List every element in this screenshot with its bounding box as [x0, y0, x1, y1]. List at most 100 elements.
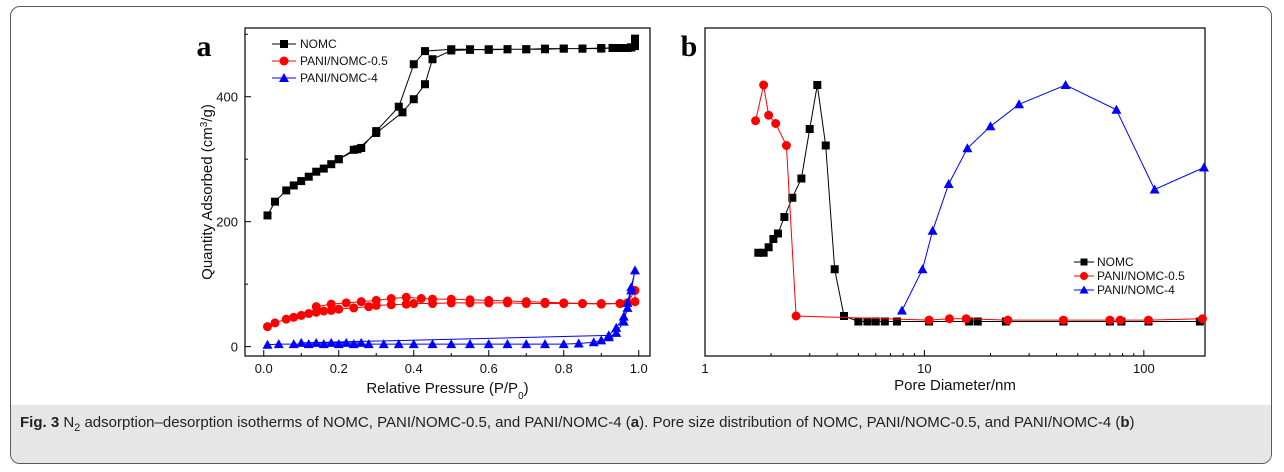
data-point-a [356, 337, 367, 347]
data-point-b [1111, 104, 1122, 114]
data-point-a [333, 339, 344, 349]
data-point-a [319, 164, 328, 173]
data-point-a [484, 45, 493, 54]
data-point-a [341, 298, 351, 308]
data-point-a [356, 297, 366, 307]
x-tick-label-a: 0.6 [480, 361, 498, 376]
data-point-a [401, 292, 411, 302]
data-point-b [764, 243, 773, 252]
data-point-a [619, 43, 628, 52]
plot-frame-b [704, 27, 1206, 357]
data-point-b [813, 81, 822, 89]
caption-ref-a: a [630, 414, 640, 431]
caption-text-1: N [59, 414, 75, 431]
data-point-a [578, 44, 587, 53]
data-point-a [289, 181, 298, 190]
data-point-a [409, 95, 418, 104]
data-point-a [611, 322, 622, 332]
data-point-a [364, 302, 374, 312]
plot-frame-a [244, 27, 651, 357]
data-point-a [263, 211, 272, 220]
data-point-b [830, 265, 839, 274]
data-point-b [781, 141, 791, 150]
data-point-a [618, 311, 629, 321]
data-point-a [618, 316, 629, 326]
data-point-b [759, 248, 768, 257]
data-point-a [608, 43, 617, 52]
data-point-a [398, 108, 407, 117]
data-point-b [924, 315, 934, 325]
data-point-a [334, 304, 344, 314]
data-point-a [427, 339, 438, 349]
x-tick-label-b: 10 [917, 361, 931, 376]
data-point-a [558, 339, 569, 349]
data-point-b [943, 179, 954, 188]
data-point-a [318, 339, 329, 349]
data-point-b [797, 174, 806, 183]
data-point-a [262, 339, 273, 349]
data-point-b [962, 143, 973, 153]
legend-marker-b [1080, 258, 1088, 266]
data-point-b [927, 225, 938, 235]
data-point-a [446, 294, 456, 304]
data-point-a [409, 299, 419, 309]
data-point-b [751, 116, 761, 126]
x-axis-label-b: Pore Diameter/nm [894, 377, 1016, 394]
data-point-b [759, 80, 769, 90]
data-point-a [421, 80, 429, 89]
data-point-a [386, 294, 396, 304]
data-point-a [326, 299, 336, 309]
data-point-a [446, 339, 457, 349]
x-axis-label-a: Relative Pressure (P/P0) [366, 380, 528, 402]
data-point-a [503, 45, 512, 54]
data-point-a [630, 297, 640, 307]
data-point-a [372, 128, 381, 137]
data-point-b [769, 235, 778, 243]
data-point-a [573, 338, 584, 348]
data-point-a [363, 339, 374, 349]
data-point-a [263, 322, 272, 332]
data-point-a [611, 327, 622, 337]
data-point-a [408, 339, 419, 349]
data-point-b [985, 121, 996, 131]
legend-label-b: NOMC [1097, 255, 1134, 269]
data-point-b [1149, 184, 1160, 194]
caption-sub-2: 2 [74, 422, 81, 434]
data-point-b [839, 312, 848, 320]
data-point-a [502, 339, 513, 349]
data-point-a [465, 339, 475, 349]
series-a-0 [263, 34, 639, 220]
data-point-b [771, 119, 781, 128]
data-point-a [303, 339, 314, 349]
data-point-b [880, 317, 889, 326]
data-point-b [805, 125, 814, 133]
data-point-a [326, 305, 336, 315]
data-point-a [522, 45, 531, 54]
data-point-a [627, 43, 636, 52]
x-tick-label-a: 0.2 [330, 361, 348, 376]
data-point-b [896, 305, 907, 315]
data-point-a [484, 295, 494, 305]
figure-caption: Fig. 3 N2 adsorption–desorption isotherm… [20, 412, 1260, 439]
data-point-a [615, 299, 625, 309]
legend-marker-b [1079, 285, 1089, 294]
caption-text-4: ) [1129, 414, 1135, 431]
caption-text-2: adsorption–desorption isotherms of NOMC,… [80, 414, 631, 431]
data-point-a [401, 299, 411, 309]
series-a-2 [262, 265, 640, 349]
data-point-a [271, 197, 279, 206]
data-point-a [421, 47, 429, 56]
data-point-a [297, 177, 306, 186]
x-tick-label-a: 0.0 [255, 361, 273, 376]
caption-ref-b: b [1120, 414, 1130, 431]
data-point-a [466, 45, 474, 54]
data-point-a [588, 337, 599, 347]
data-point-a [428, 55, 437, 64]
data-point-a [447, 46, 456, 55]
data-point-b [780, 213, 789, 221]
data-point-a [270, 318, 280, 328]
caption-background [11, 405, 1271, 463]
series-b-2 [896, 80, 1209, 315]
series-a-1 [263, 285, 640, 332]
